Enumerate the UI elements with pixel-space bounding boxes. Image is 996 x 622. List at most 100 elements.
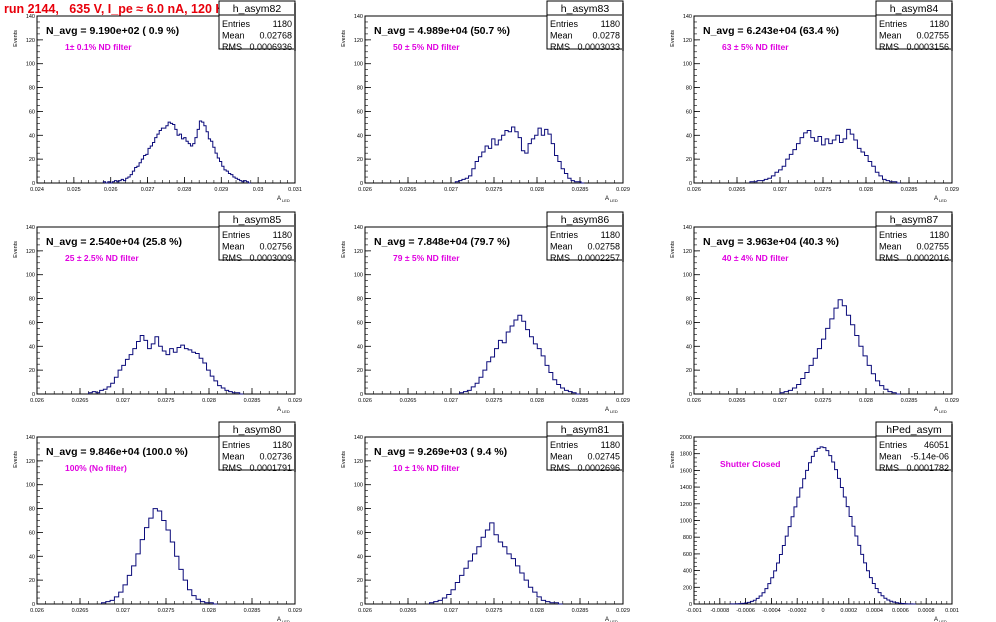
x-tick-label: 0.0285 <box>901 398 918 404</box>
stats-box <box>546 211 624 261</box>
y-tick-label: 20 <box>29 368 35 374</box>
y-tick-label: 60 <box>357 320 363 326</box>
x-tick-label: 0.028 <box>202 608 216 614</box>
x-tick-label: 0.028 <box>859 187 873 193</box>
y-tick-label: 20 <box>686 368 692 374</box>
x-axis-label: A <box>605 407 609 413</box>
navg-label: N_avg = 9.846e+04 (100.0 %) <box>46 446 188 458</box>
navg-label: N_avg = 3.963e+04 (40.3 %) <box>703 236 839 248</box>
filter-note: 25 ± 2.5% ND filter <box>65 253 139 263</box>
y-tick-label: 600 <box>683 552 692 558</box>
stats-label: Mean <box>550 242 573 252</box>
x-tick-label: -0.0006 <box>736 608 755 614</box>
stats-label: Entries <box>222 230 251 240</box>
x-tick-label: 0.03 <box>253 187 264 193</box>
x-tick-label: -0.001 <box>686 608 702 614</box>
y-tick-label: 20 <box>357 578 363 584</box>
x-tick-label: 0.0275 <box>158 608 175 614</box>
y-tick-label: 60 <box>686 320 692 326</box>
x-axis-label: A <box>934 617 938 622</box>
stats-value: 0.02745 <box>587 452 620 462</box>
x-tick-label: 0.0285 <box>244 398 261 404</box>
stats-value: 0.02768 <box>259 31 292 41</box>
stats-value: -5.14e-06 <box>910 452 949 462</box>
y-tick-label: 40 <box>357 554 363 560</box>
filter-note: 1± 0.1% ND filter <box>65 42 132 52</box>
filter-note: Shutter Closed <box>720 459 780 469</box>
histogram-line <box>729 446 916 605</box>
x-tick-label: 0.024 <box>30 187 44 193</box>
x-tick-label: 0.0285 <box>572 187 589 193</box>
navg-label: N_avg = 9.190e+02 ( 0.9 %) <box>46 25 179 37</box>
x-tick-label: 0.0265 <box>729 398 746 404</box>
y-tick-label: 80 <box>29 297 35 303</box>
stats-title: h_asym80 <box>233 424 282 436</box>
stats-value: 0.0002257 <box>577 253 620 263</box>
stats-title: hPed_asym <box>886 424 942 436</box>
y-tick-label: 140 <box>354 14 363 20</box>
x-axis-label: A <box>277 617 281 622</box>
x-tick-label: 0.0008 <box>918 608 935 614</box>
histogram-panel: 0 20 40 60 80 100 120 140 0.024 0.025 0.026 0.027 0.… <box>13 0 302 203</box>
histogram-line <box>459 314 580 395</box>
y-axis-label: Events <box>341 30 347 47</box>
y-axis-label: Events <box>670 451 676 468</box>
stats-box <box>218 0 296 50</box>
stats-value: 1180 <box>273 19 292 29</box>
stats-value: 0.02755 <box>916 242 949 252</box>
y-tick-label: 40 <box>29 133 35 139</box>
y-tick-label: 40 <box>686 133 692 139</box>
x-tick-label: 0.0275 <box>815 187 832 193</box>
y-tick-label: 120 <box>26 249 35 255</box>
y-tick-label: 0 <box>360 602 363 608</box>
stats-value: 1180 <box>601 19 620 29</box>
stats-box <box>546 421 624 471</box>
stats-label: RMS <box>222 463 242 473</box>
x-tick-label: 0.026 <box>30 608 44 614</box>
y-tick-label: 80 <box>686 297 692 303</box>
y-tick-label: 60 <box>357 109 363 115</box>
stats-label: RMS <box>550 253 570 263</box>
stats-label: Entries <box>879 230 908 240</box>
stats-label: Mean <box>222 452 245 462</box>
x-tick-label: 0.027 <box>773 187 787 193</box>
x-tick-label: 0.0004 <box>866 608 883 614</box>
stats-box <box>875 0 953 50</box>
x-tick-label: 0.0275 <box>486 398 503 404</box>
x-tick-label: 0.0275 <box>486 187 503 193</box>
stats-label: RMS <box>879 42 899 52</box>
stats-label: Mean <box>222 31 245 41</box>
y-tick-label: 80 <box>357 86 363 92</box>
y-tick-label: 40 <box>357 344 363 350</box>
stats-value: 0.0003009 <box>249 253 292 263</box>
x-axis-label-sub: LED <box>610 409 618 414</box>
histogram-line <box>102 120 251 184</box>
stats-value: 0.0001782 <box>906 463 949 473</box>
y-tick-label: 1000 <box>680 519 692 525</box>
stats-box <box>875 211 953 261</box>
stats-value: 1180 <box>601 230 620 240</box>
y-axis-label: Events <box>13 30 19 47</box>
x-axis-label-sub: LED <box>610 619 618 622</box>
stats-value: 0.02755 <box>916 31 949 41</box>
stats-value: 0.0003156 <box>906 42 949 52</box>
y-tick-label: 0 <box>32 392 35 398</box>
y-tick-label: 0 <box>32 181 35 187</box>
stats-label: Mean <box>550 31 573 41</box>
navg-box <box>698 234 876 249</box>
y-tick-label: 140 <box>26 225 35 231</box>
stats-label: RMS <box>879 253 899 263</box>
histogram-panel: 0 20 40 60 80 100 120 140 0.026 0.0265 0.027 0.0275… <box>13 211 302 414</box>
x-tick-label: -0.0008 <box>710 608 729 614</box>
stats-label: RMS <box>550 42 570 52</box>
stats-value: 46051 <box>924 440 949 450</box>
y-tick-label: 40 <box>29 344 35 350</box>
stats-value: 0.0002016 <box>906 253 949 263</box>
stats-box <box>546 0 624 50</box>
x-tick-label: 0.0275 <box>486 608 503 614</box>
histogram-line <box>749 128 901 184</box>
stats-label: Entries <box>550 230 579 240</box>
y-tick-label: 1800 <box>680 452 692 458</box>
histogram-line <box>101 508 218 605</box>
y-tick-label: 140 <box>26 435 35 441</box>
